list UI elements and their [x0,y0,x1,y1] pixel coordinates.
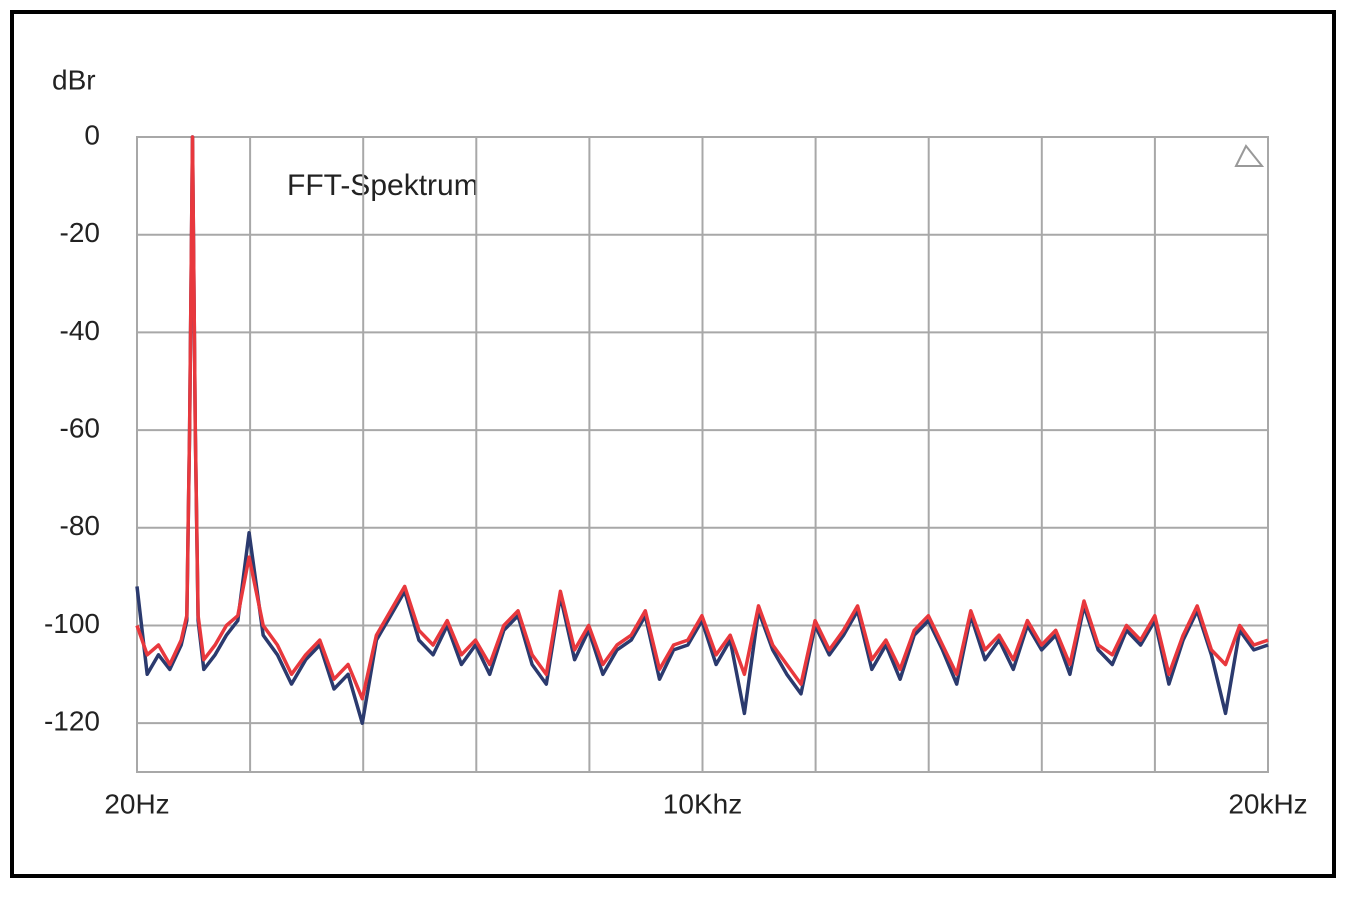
series-line [135,135,1269,701]
chart-title: FFT-Spektrum [287,169,479,202]
frame [10,10,1336,878]
x-tick-label: 20Hz [104,788,169,819]
y-tick-label: 0 [84,119,100,150]
y-tick-label: -40 [60,315,100,346]
y-axis-label: dBr [52,64,96,95]
icon [1234,144,1265,167]
y-tick-label: -60 [60,412,100,443]
y-tick-label: -80 [60,510,100,541]
y-tick-label: -20 [60,217,100,248]
x-tick-label: 10Khz [663,788,742,819]
y-tick-label: -100 [44,608,100,639]
x-tick-label: 20kHz [1228,788,1307,819]
series-line [135,135,1269,725]
y-tick-label: -120 [44,706,100,737]
